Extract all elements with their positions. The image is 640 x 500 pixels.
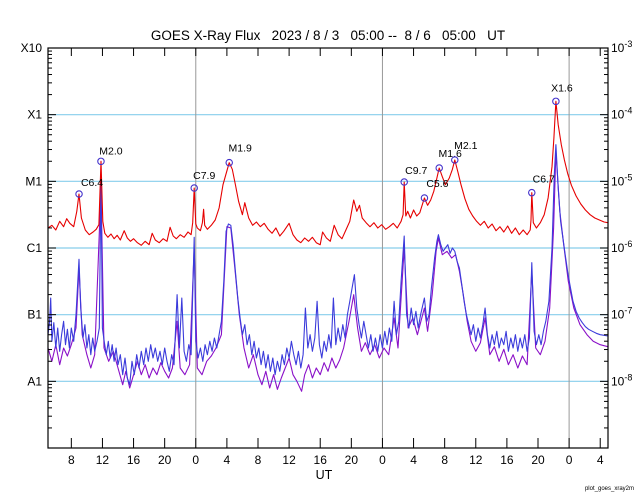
y-right-label: 10-7 [611, 306, 632, 322]
chart-title: GOES X-Ray Flux 2023 / 8 / 3 05:00 -- 8 … [151, 28, 505, 43]
y-left-label: X10 [21, 41, 43, 55]
flare-label: C9.7 [405, 165, 427, 177]
x-tick-label: 0 [566, 453, 573, 467]
flare-peak-marker [451, 156, 459, 164]
flare-peak-marker [75, 190, 83, 198]
y-left-label: A1 [27, 374, 42, 388]
y-right-label: 10-8 [611, 372, 632, 388]
flare-label: C6.4 [81, 177, 103, 189]
x-tick-label: 12 [282, 453, 296, 467]
x-tick-label: 4 [224, 453, 231, 467]
flare-label: C5.6 [426, 178, 448, 190]
x-tick-label: 12 [96, 453, 110, 467]
y-right-label: 10-3 [611, 39, 632, 55]
y-right-label: 10-5 [611, 172, 632, 188]
flare-peak-marker [400, 178, 408, 186]
x-tick-label: 8 [68, 453, 75, 467]
x-tick-label: 4 [597, 453, 604, 467]
flare-label: C6.7 [533, 174, 555, 186]
flare-peak-marker [225, 158, 233, 167]
y-left-label: C1 [27, 241, 43, 255]
y-right-label: 10-6 [611, 239, 632, 255]
blue-flux-curve [48, 144, 608, 386]
x-tick-label: 0 [192, 453, 199, 467]
y-left-label: X1 [27, 108, 42, 122]
flare-label: M1.9 [229, 143, 253, 155]
y-left-label: M1 [25, 174, 42, 188]
flare-label: X1.6 [551, 82, 573, 94]
watermark-label: plot_goes_xray2m [585, 486, 634, 492]
x-tick-label: 16 [314, 453, 328, 467]
flare-label: C7.9 [193, 170, 215, 182]
x-tick-label: 20 [158, 453, 172, 467]
flare-label: M2.1 [454, 140, 478, 152]
x-axis-label: UT [316, 468, 333, 482]
x-tick-label: 16 [127, 453, 141, 467]
curves [48, 100, 608, 392]
flare-peak-marker [552, 97, 560, 106]
red-flux-curve [48, 100, 608, 246]
y-left-label: B1 [27, 308, 42, 322]
x-tick-label: 4 [410, 453, 417, 467]
x-tick-label: 8 [255, 453, 262, 467]
x-tick-label: 20 [531, 453, 545, 467]
flare-peak-marker [190, 184, 198, 192]
x-tick-label: 8 [441, 453, 448, 467]
x-tick-label: 12 [469, 453, 483, 467]
y-right-label: 10-4 [611, 106, 632, 122]
x-tick-label: 20 [345, 453, 359, 467]
x-tick-label: 16 [500, 453, 514, 467]
flare-peak-marker [528, 188, 536, 197]
flare-peak-marker [420, 194, 429, 202]
flare-peak-marker [97, 157, 105, 166]
flare-label: M2.0 [99, 145, 123, 157]
x-tick-label: 0 [379, 453, 386, 467]
flare-peak-marker [435, 164, 443, 172]
